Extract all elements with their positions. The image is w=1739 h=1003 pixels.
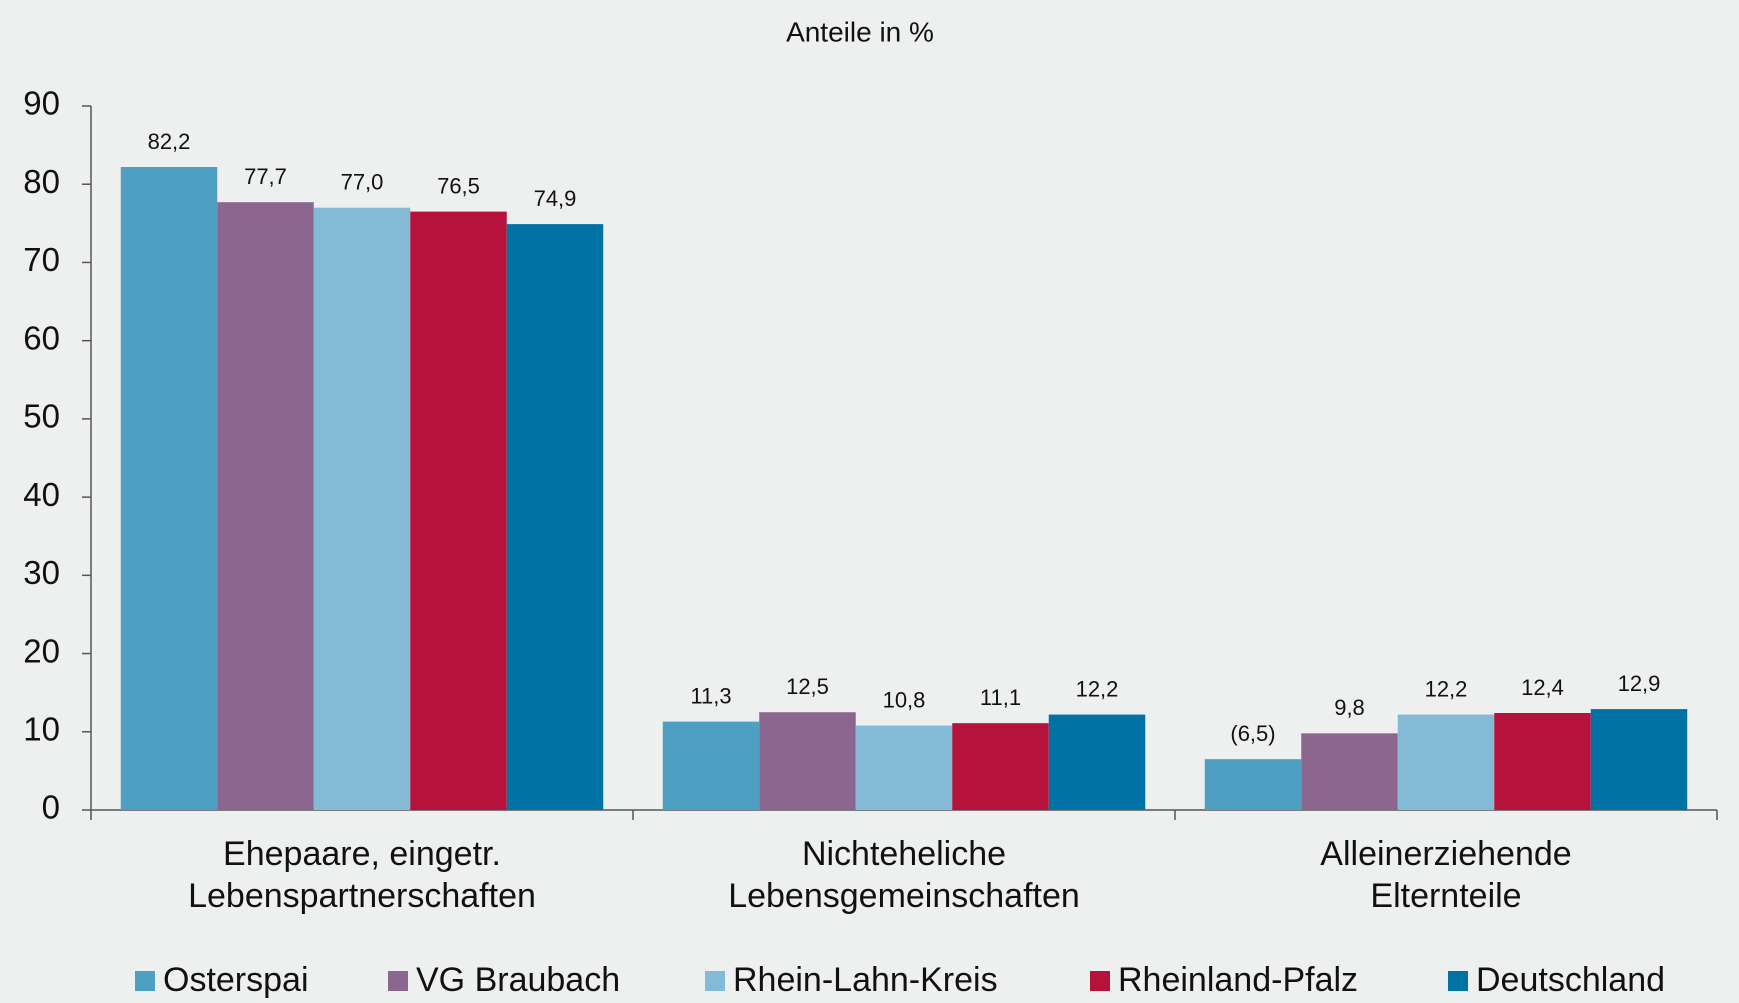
legend-swatch <box>135 971 155 991</box>
y-tick-label: 40 <box>23 476 60 513</box>
bar <box>1048 714 1146 810</box>
bar <box>855 725 953 810</box>
legend-label: Rheinland-Pfalz <box>1118 961 1358 999</box>
data-label: 12,4 <box>1521 675 1564 700</box>
data-label: 11,1 <box>980 685 1021 710</box>
legend-swatch <box>1448 971 1468 991</box>
legend-label: Osterspai <box>163 961 309 999</box>
bar <box>662 721 760 810</box>
y-tick-label: 80 <box>23 163 60 200</box>
data-label: 11,3 <box>690 683 731 708</box>
data-label: 12,9 <box>1618 671 1661 696</box>
legend-swatch <box>388 971 408 991</box>
y-tick-label: 10 <box>23 710 60 747</box>
bar <box>1397 714 1495 810</box>
data-label: 82,2 <box>148 129 191 154</box>
x-tick-label: Ehepaare, eingetr. Lebenspartnerschaften <box>188 835 536 915</box>
bar <box>217 202 314 811</box>
chart-title: Anteile in % <box>786 16 934 47</box>
bar <box>952 723 1049 810</box>
bar <box>1590 709 1688 810</box>
bar <box>759 712 856 810</box>
bar <box>506 224 604 811</box>
data-label: 12,2 <box>1425 676 1468 701</box>
y-tick-label: 50 <box>23 398 60 435</box>
bar <box>120 167 218 811</box>
bar <box>410 211 507 811</box>
bar <box>1494 713 1591 810</box>
bar <box>1301 733 1398 810</box>
legend-swatch <box>1090 971 1110 991</box>
legend-label: Rhein-Lahn-Kreis <box>733 961 998 999</box>
data-label: 12,2 <box>1076 676 1119 701</box>
y-tick-label: 20 <box>23 632 60 669</box>
data-label: 77,0 <box>341 170 384 195</box>
data-label: 10,8 <box>883 687 926 712</box>
bar <box>1204 759 1302 810</box>
data-label: 9,8 <box>1334 695 1365 720</box>
x-tick-label: Nichteheliche Lebensgemeinschaften <box>728 835 1080 915</box>
data-label: 74,9 <box>534 186 577 211</box>
data-label: 12,5 <box>786 674 829 699</box>
y-tick-label: 60 <box>23 319 60 356</box>
bar <box>313 207 411 810</box>
x-tick-label: Alleinerziehende Elternteile <box>1320 835 1572 915</box>
legend-label: Deutschland <box>1476 961 1665 999</box>
y-tick-label: 70 <box>23 241 60 278</box>
data-label: 77,7 <box>244 164 287 189</box>
y-tick-label: 0 <box>42 789 60 826</box>
legend-swatch <box>705 971 725 991</box>
data-label: 76,5 <box>437 173 480 198</box>
legend-label: VG Braubach <box>416 961 620 999</box>
y-tick-label: 90 <box>23 85 60 122</box>
data-label: (6,5) <box>1230 721 1275 746</box>
y-tick-label: 30 <box>23 554 60 591</box>
